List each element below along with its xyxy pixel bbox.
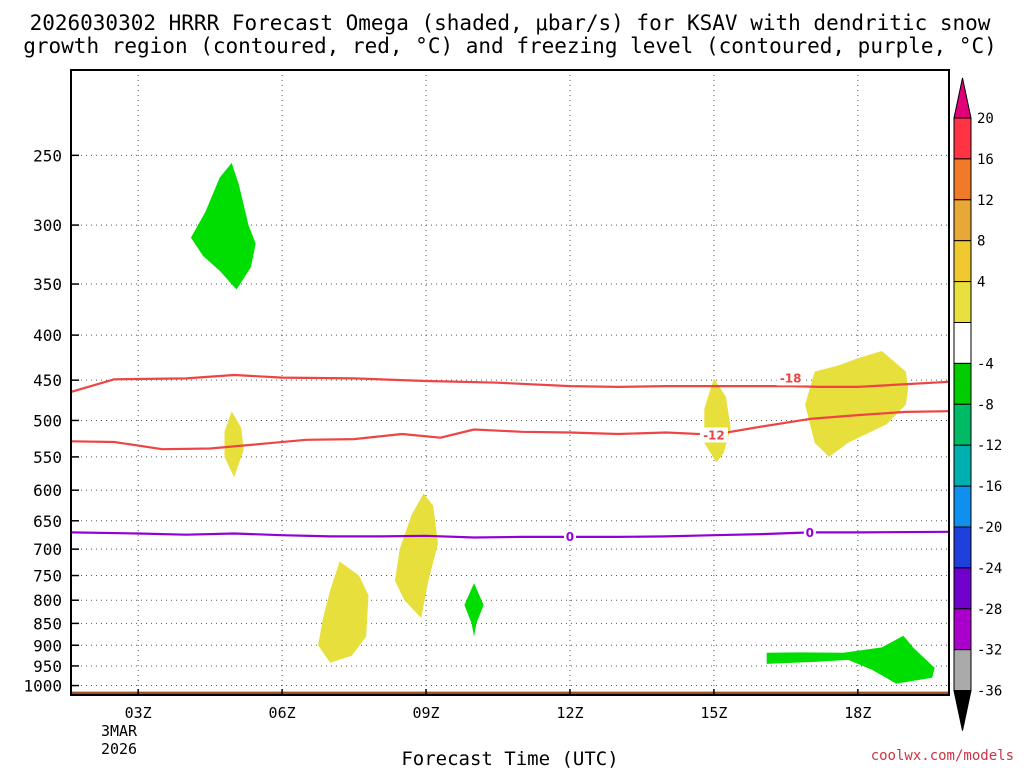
colorbar-swatch-6: [953, 362, 972, 405]
x-tick-label-03Z: 03Z: [125, 704, 152, 722]
colorbar-swatch-8: [953, 444, 972, 487]
contour-label-bg-isotherm-minus-18-0: [776, 370, 805, 386]
colorbar-swatch-4: [953, 281, 972, 324]
date-label-day: 3MAR: [101, 722, 138, 740]
chart-title-line-2: growth region (contoured, red, °C) and f…: [23, 34, 997, 58]
temperature-contours: -18 -12 0 0: [70, 370, 950, 544]
x-tick-label-12Z: 12Z: [556, 704, 583, 722]
y-tick-label-950: 950: [33, 657, 62, 676]
colorbar-top-arrow: [953, 77, 972, 119]
x-tick-label-06Z: 06Z: [269, 704, 296, 722]
contour-label-freezing-level-0-0: 0: [566, 530, 574, 544]
y-tick-label-400: 400: [33, 326, 62, 345]
colorbar-label-11: -28: [977, 602, 1002, 618]
omega-region-yellow-low-07z: [318, 561, 369, 663]
colorbar-label-7: -12: [977, 438, 1002, 454]
colorbar-swatch-1: [953, 158, 972, 201]
colorbar-swatch-10: [953, 526, 972, 569]
contour-line-freezing-level-0: [70, 530, 950, 539]
surface-bar: [71, 691, 949, 695]
credit-text: coolwx.com/models: [871, 748, 1014, 764]
colorbar-label-9: -20: [977, 520, 1002, 536]
contour-label-isotherm-minus-12-0: -12: [703, 428, 725, 442]
omega-region-green-upper: [190, 162, 256, 290]
contour-label-freezing-level-0-1: 0: [806, 526, 814, 540]
colorbar-label-3: 8: [977, 234, 985, 250]
x-tick-label-18Z: 18Z: [844, 704, 871, 722]
omega-region-yellow-low-09z: [394, 493, 438, 618]
colorbar-bottom-arrow: [953, 690, 972, 731]
colorbar-swatch-0: [953, 117, 972, 160]
omega-region-green-10z: [464, 583, 484, 637]
colorbar-swatch-9: [953, 485, 972, 528]
colorbar-label-6: -8: [977, 397, 994, 413]
colorbar-label-12: -32: [977, 643, 1002, 659]
colorbar-swatch-2: [953, 199, 972, 242]
omega-region-green-surface-right: [766, 635, 935, 684]
y-tick-label-550: 550: [33, 448, 62, 467]
y-tick-label-750: 750: [33, 567, 62, 586]
y-tick-label-650: 650: [33, 512, 62, 531]
contour-label-bg-freezing-level-0-0: [563, 528, 576, 544]
colorbar-swatch-5: [953, 322, 972, 364]
y-tick-label-250: 250: [33, 146, 62, 165]
x-axis-label: Forecast Time (UTC): [401, 748, 618, 768]
y-tick-label-600: 600: [33, 481, 62, 500]
colorbar-swatch-13: [953, 649, 972, 692]
colorbar-label-10: -24: [977, 561, 1002, 577]
colorbar-label-1: 16: [977, 152, 994, 168]
chart-title-line-1: 2026030302 HRRR Forecast Omega (shaded, …: [30, 11, 991, 35]
colorbar: 20 16 12 8 4 -4 -8 -12 -16 -20 -24 -28 -32 -36: [953, 77, 1002, 731]
y-tick-label-350: 350: [33, 275, 62, 294]
plot-frame: [70, 69, 950, 696]
colorbar-label-0: 20: [977, 111, 994, 127]
x-tick-label-09Z: 09Z: [412, 704, 439, 722]
omega-region-yellow-mid-left: [224, 411, 244, 478]
y-tick-label-900: 900: [33, 636, 62, 655]
omega-region-yellow-18z: [805, 351, 909, 457]
y-tick-label-800: 800: [33, 591, 62, 610]
colorbar-label-4: 4: [977, 275, 985, 291]
colorbar-label-13: -36: [977, 684, 1002, 700]
contour-line-isotherm-minus-18: [70, 373, 950, 393]
colorbar-label-5: -4: [977, 356, 994, 372]
colorbar-swatch-3: [953, 240, 972, 283]
contour-label-isotherm-minus-18-0: -18: [780, 371, 802, 385]
colorbar-swatch-7: [953, 403, 972, 446]
contour-label-bg-isotherm-minus-12-0: [699, 427, 728, 443]
y-tick-label-1000: 1000: [23, 677, 62, 696]
colorbar-label-2: 12: [977, 193, 994, 209]
colorbar-label-8: -16: [977, 479, 1002, 495]
contour-line-isotherm-minus-12: [70, 410, 950, 451]
x-tick-label-15Z: 15Z: [700, 704, 727, 722]
y-tick-label-500: 500: [33, 411, 62, 430]
y-tick-label-300: 300: [33, 216, 62, 235]
y-tick-label-450: 450: [33, 371, 62, 390]
y-tick-label-850: 850: [33, 614, 62, 633]
contour-label-bg-freezing-level-0-1: [803, 524, 816, 540]
date-label-year: 2026: [101, 740, 137, 758]
colorbar-swatch-12: [953, 608, 972, 651]
colorbar-swatch-11: [953, 567, 972, 610]
y-axis-pressure-ticks: 250 300 350 400 450 500 550 600 650 700 750 800 850 9…: [23, 146, 79, 696]
y-tick-label-700: 700: [33, 540, 62, 559]
x-axis-time-ticks: 03Z 06Z 09Z 12Z 15Z 18Z: [125, 689, 871, 722]
